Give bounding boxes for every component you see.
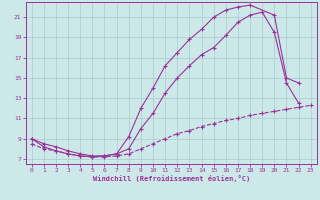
X-axis label: Windchill (Refroidissement éolien,°C): Windchill (Refroidissement éolien,°C) [92, 175, 250, 182]
